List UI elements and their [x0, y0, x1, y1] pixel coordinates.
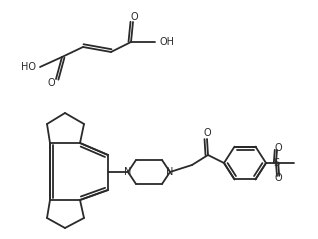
Text: OH: OH: [159, 37, 174, 47]
Text: N: N: [124, 167, 132, 177]
Text: O: O: [203, 128, 211, 138]
Text: S: S: [273, 158, 279, 168]
Text: O: O: [47, 78, 55, 88]
Text: O: O: [130, 12, 138, 22]
Text: O: O: [274, 173, 282, 183]
Text: O: O: [274, 143, 282, 153]
Text: HO: HO: [21, 62, 36, 72]
Text: N: N: [166, 167, 174, 177]
